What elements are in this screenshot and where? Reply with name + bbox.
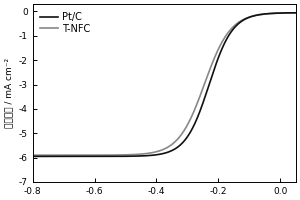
Pt/C [128, 155, 132, 157]
Pt/C [49, 155, 52, 158]
Pt/C [272, 12, 276, 14]
Pt/C [66, 155, 70, 158]
Pt/C [141, 155, 145, 157]
T-NFC [272, 12, 276, 15]
Line: T-NFC: T-NFC [17, 13, 300, 155]
T-NFC [128, 154, 132, 156]
T-NFC [49, 154, 52, 156]
T-NFC [141, 153, 145, 155]
T-NFC [66, 154, 70, 156]
Pt/C [15, 155, 19, 158]
T-NFC [15, 154, 19, 156]
Legend: Pt/C, T-NFC: Pt/C, T-NFC [38, 9, 93, 37]
Y-axis label: 电流密度 / mA cm⁻²: 电流密度 / mA cm⁻² [4, 58, 13, 128]
Line: Pt/C: Pt/C [17, 13, 300, 156]
